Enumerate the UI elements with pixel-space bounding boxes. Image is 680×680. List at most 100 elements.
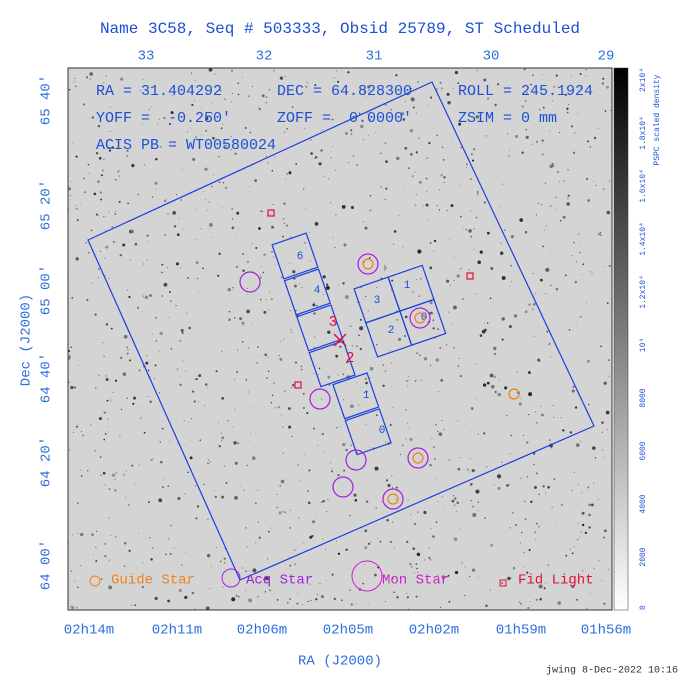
star-dot bbox=[173, 547, 175, 549]
star-dot bbox=[241, 567, 244, 569]
star-dot bbox=[538, 493, 540, 495]
star-dot bbox=[459, 375, 462, 378]
star-dot bbox=[145, 361, 149, 365]
star-dot bbox=[437, 430, 439, 433]
footer: jwing 8-Dec-2022 10:16 bbox=[546, 665, 678, 677]
star-dot bbox=[560, 417, 562, 418]
star-dot bbox=[89, 78, 91, 80]
star-dot bbox=[169, 300, 172, 302]
star-dot bbox=[187, 471, 190, 474]
star-dot bbox=[573, 546, 574, 547]
star-dot bbox=[446, 279, 450, 283]
star-dot bbox=[109, 131, 111, 132]
star-dot bbox=[410, 97, 415, 102]
star-dot bbox=[335, 354, 339, 358]
star-dot bbox=[315, 598, 318, 601]
star-dot bbox=[382, 364, 384, 366]
star-dot bbox=[548, 342, 551, 345]
star-dot bbox=[441, 146, 444, 149]
star-dot bbox=[276, 599, 279, 601]
star-dot bbox=[506, 414, 508, 417]
star-dot bbox=[249, 131, 251, 134]
star-dot bbox=[280, 414, 282, 416]
star-dot bbox=[436, 477, 438, 479]
star-dot bbox=[432, 319, 435, 322]
star-dot bbox=[102, 82, 104, 84]
star-dot bbox=[526, 475, 529, 478]
star-dot bbox=[544, 229, 545, 231]
star-dot bbox=[246, 288, 248, 289]
star-dot bbox=[286, 601, 289, 604]
star-dot bbox=[69, 605, 71, 607]
star-dot bbox=[521, 595, 522, 597]
star-dot bbox=[84, 191, 86, 194]
star-dot bbox=[283, 390, 286, 393]
star-dot bbox=[324, 175, 326, 177]
star-dot bbox=[212, 136, 215, 140]
star-dot bbox=[164, 200, 166, 202]
star-dot bbox=[94, 313, 97, 316]
star-dot bbox=[351, 345, 354, 347]
star-dot bbox=[477, 501, 480, 503]
star-dot bbox=[441, 575, 446, 580]
star-dot bbox=[190, 418, 192, 420]
star-dot bbox=[359, 326, 364, 331]
star-dot bbox=[204, 129, 208, 132]
star-dot bbox=[391, 279, 394, 282]
star-dot bbox=[526, 441, 529, 444]
star-dot bbox=[433, 250, 435, 252]
star-dot bbox=[308, 231, 310, 233]
star-dot bbox=[553, 416, 555, 419]
star-dot bbox=[97, 268, 101, 271]
star-dot bbox=[234, 408, 236, 410]
star-dot bbox=[259, 210, 262, 212]
star-dot bbox=[95, 560, 98, 562]
star-dot bbox=[104, 433, 107, 435]
star-dot bbox=[246, 464, 248, 467]
star-dot bbox=[211, 185, 213, 188]
star-dot bbox=[123, 474, 125, 476]
star-dot bbox=[527, 371, 531, 374]
star-dot bbox=[76, 606, 78, 609]
star-dot bbox=[291, 435, 293, 438]
star-dot bbox=[413, 522, 417, 526]
star-dot bbox=[195, 208, 197, 210]
star-dot bbox=[367, 310, 369, 312]
star-dot bbox=[219, 560, 222, 563]
star-dot bbox=[398, 319, 400, 321]
star-dot bbox=[479, 250, 483, 254]
star-dot bbox=[89, 117, 91, 119]
star-dot bbox=[77, 502, 79, 504]
star-dot bbox=[186, 582, 188, 584]
star-dot bbox=[537, 165, 539, 167]
star-dot bbox=[346, 442, 347, 444]
star-dot bbox=[407, 385, 409, 387]
star-dot bbox=[134, 242, 138, 246]
star-dot bbox=[204, 404, 206, 407]
bottom-axis-label: 02h11m bbox=[152, 623, 202, 639]
star-dot bbox=[233, 441, 237, 445]
star-dot bbox=[576, 579, 577, 581]
star-dot bbox=[429, 268, 432, 270]
star-dot bbox=[462, 298, 464, 300]
star-dot bbox=[167, 317, 169, 319]
star-dot bbox=[432, 446, 435, 448]
colorbar-label: 6000 bbox=[639, 441, 648, 460]
star-dot bbox=[534, 411, 536, 413]
star-dot bbox=[264, 353, 268, 357]
star-dot bbox=[128, 295, 131, 299]
star-dot bbox=[247, 293, 248, 295]
star-dot bbox=[263, 310, 267, 314]
star-dot bbox=[551, 162, 554, 165]
star-dot bbox=[105, 216, 107, 218]
star-dot bbox=[252, 70, 254, 72]
star-dot bbox=[405, 100, 407, 102]
star-dot bbox=[342, 282, 345, 285]
star-dot bbox=[119, 253, 122, 257]
star-dot bbox=[338, 284, 339, 286]
star-dot bbox=[443, 176, 446, 179]
info-text: DEC = 64.828300 bbox=[277, 83, 412, 100]
star-dot bbox=[461, 562, 463, 564]
star-dot bbox=[128, 549, 131, 553]
star-dot bbox=[459, 267, 462, 270]
